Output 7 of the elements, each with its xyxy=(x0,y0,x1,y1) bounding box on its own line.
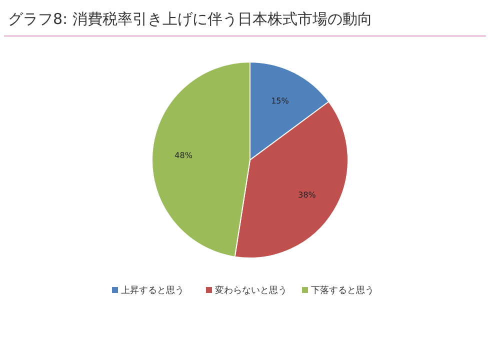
data-label: 38% xyxy=(298,190,316,200)
data-label: 48% xyxy=(174,150,193,160)
chart-title: グラフ8: 消費税率引き上げに伴う日本株式市場の動向 xyxy=(8,10,372,28)
legend-label: 変わらないと思う xyxy=(215,285,287,296)
legend-label: 上昇すると思う xyxy=(121,285,184,296)
data-label: 15% xyxy=(271,96,290,106)
legend-label: 下落すると思う xyxy=(311,285,374,296)
